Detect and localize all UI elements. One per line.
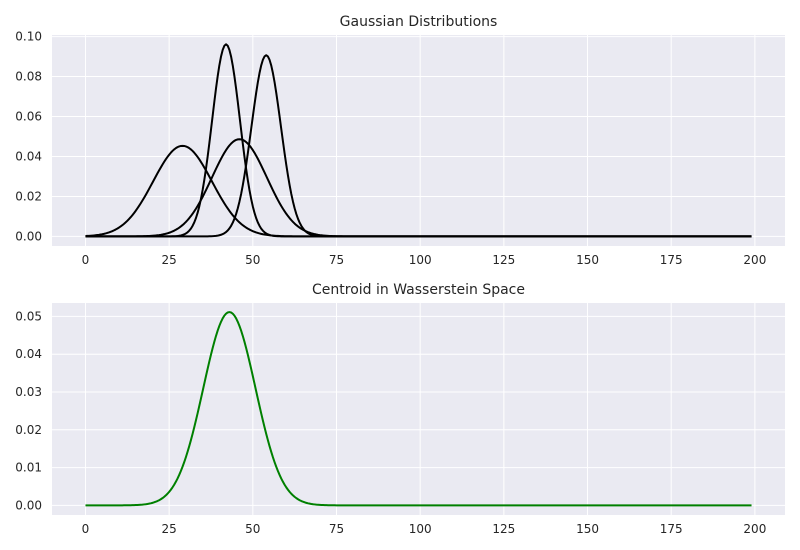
x-tick-label: 100 (409, 522, 432, 536)
y-tick-labels: 0.00 0.01 0.02 0.03 0.04 0.05 (15, 309, 42, 512)
x-tick-label: 0 (82, 522, 90, 536)
x-tick-label: 125 (492, 522, 515, 536)
x-tick-label: 75 (329, 522, 344, 536)
y-tick-label: 0.00 (15, 229, 42, 243)
y-tick-labels: 0.00 0.02 0.04 0.06 0.08 0.10 (15, 30, 42, 244)
x-tick-labels: 0 25 50 75 100 125 150 175 200 (82, 522, 767, 536)
x-tick-label: 100 (409, 253, 432, 267)
y-tick-label: 0.04 (15, 347, 42, 361)
x-tick-label: 150 (576, 253, 599, 267)
x-tick-label: 75 (329, 253, 344, 267)
plot-area (52, 35, 785, 246)
y-tick-label: 0.03 (15, 385, 42, 399)
gaussian-distributions-chart: 0 25 50 75 100 125 150 175 200 0.000.020.040.060… (15, 14, 785, 267)
series-group (85, 43, 752, 238)
y-tick-label: 0.04 (15, 149, 42, 163)
y-tick-label: 0.02 (15, 423, 42, 437)
y-tick-label: 0.05 (15, 309, 42, 323)
y-tick-label: 0.06 (15, 110, 42, 124)
series-group (85, 311, 752, 507)
chart-title: Gaussian Distributions (340, 14, 498, 30)
y-tick-label: 0.00 (15, 498, 42, 512)
x-tick-label: 0 (82, 253, 90, 267)
y-tick-label: 0.02 (15, 189, 42, 203)
x-tick-label: 175 (660, 522, 683, 536)
y-tick-label: 0.08 (15, 70, 42, 84)
x-tick-label: 175 (660, 253, 683, 267)
x-tick-label: 50 (245, 522, 260, 536)
chart-title: Centroid in Wasserstein Space (312, 282, 525, 298)
x-tick-label: 25 (162, 522, 177, 536)
plot-area (52, 303, 785, 515)
series-line-3 (85, 54, 752, 238)
x-tick-label: 125 (492, 253, 515, 267)
x-tick-label: 200 (743, 522, 766, 536)
x-tick-labels: 0 25 50 75 100 125 150 175 200 (82, 253, 767, 267)
series-line-0 (85, 311, 752, 507)
y-tick-label: 0.01 (15, 461, 42, 475)
x-tick-label: 200 (743, 253, 766, 267)
x-tick-label: 50 (245, 253, 260, 267)
x-tick-label: 25 (162, 253, 177, 267)
y-tick-label: 0.10 (15, 30, 42, 44)
x-tick-label: 150 (576, 522, 599, 536)
centroid-chart: 0 25 50 75 100 125 150 175 200 0.000.010.020.030… (15, 282, 785, 536)
